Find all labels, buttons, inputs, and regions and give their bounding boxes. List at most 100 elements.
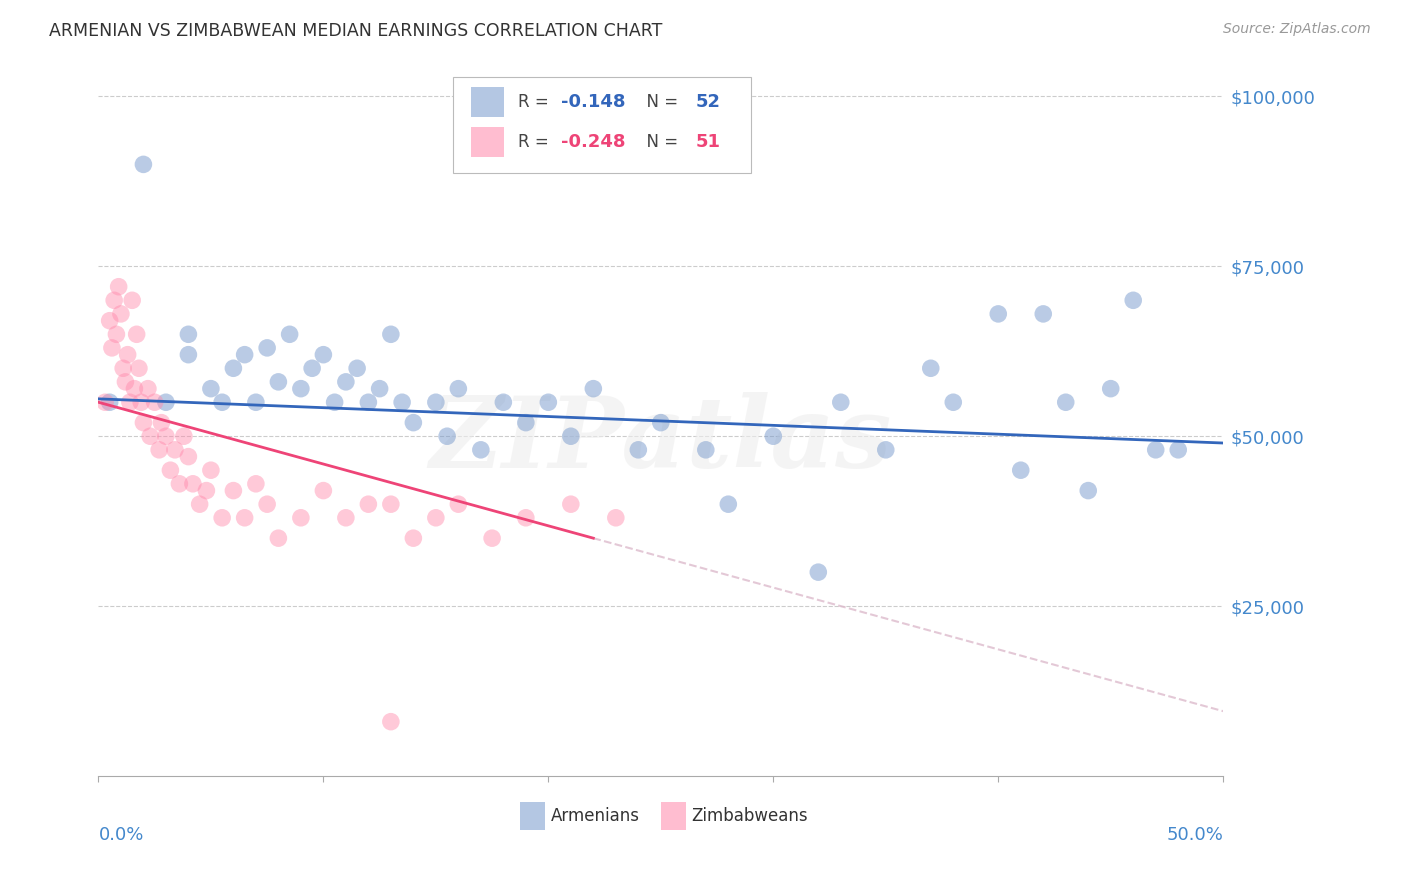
Point — [537, 395, 560, 409]
Point — [290, 510, 312, 524]
Text: Source: ZipAtlas.com: Source: ZipAtlas.com — [1223, 22, 1371, 37]
Point — [1167, 442, 1189, 457]
Text: 52: 52 — [696, 94, 721, 112]
Point — [200, 382, 222, 396]
Point — [136, 382, 159, 396]
Point — [987, 307, 1010, 321]
Point — [139, 429, 162, 443]
Point — [357, 395, 380, 409]
Point — [402, 416, 425, 430]
Text: -0.148: -0.148 — [561, 94, 626, 112]
Text: ARMENIAN VS ZIMBABWEAN MEDIAN EARNINGS CORRELATION CHART: ARMENIAN VS ZIMBABWEAN MEDIAN EARNINGS C… — [49, 22, 662, 40]
Point — [560, 497, 582, 511]
Point — [94, 395, 117, 409]
FancyBboxPatch shape — [471, 87, 505, 118]
Text: R =: R = — [517, 134, 554, 152]
Point — [98, 314, 121, 328]
Point — [380, 497, 402, 511]
Point — [425, 395, 447, 409]
Point — [301, 361, 323, 376]
Point — [117, 348, 139, 362]
Point — [233, 348, 256, 362]
Point — [112, 361, 135, 376]
Point — [515, 510, 537, 524]
Point — [159, 463, 181, 477]
Point — [875, 442, 897, 457]
Point — [132, 157, 155, 171]
Point — [132, 416, 155, 430]
Point — [211, 395, 233, 409]
Point — [233, 510, 256, 524]
Point — [447, 382, 470, 396]
Text: R =: R = — [517, 94, 554, 112]
Point — [256, 341, 278, 355]
Point — [177, 450, 200, 464]
Point — [447, 497, 470, 511]
Point — [391, 395, 413, 409]
Text: ZIPatlas: ZIPatlas — [430, 392, 891, 489]
Point — [110, 307, 132, 321]
Point — [920, 361, 942, 376]
Point — [150, 416, 173, 430]
Text: 0.0%: 0.0% — [98, 826, 143, 844]
Text: Zimbabweans: Zimbabweans — [692, 807, 808, 825]
Point — [312, 348, 335, 362]
FancyBboxPatch shape — [661, 803, 686, 830]
Point — [267, 375, 290, 389]
Point — [114, 375, 136, 389]
Point — [335, 375, 357, 389]
Point — [481, 531, 503, 545]
Point — [380, 714, 402, 729]
Point — [169, 476, 191, 491]
Point — [762, 429, 785, 443]
Point — [695, 442, 717, 457]
Point — [148, 442, 170, 457]
Point — [129, 395, 152, 409]
FancyBboxPatch shape — [520, 803, 546, 830]
Point — [245, 395, 267, 409]
Point — [1122, 293, 1144, 308]
Point — [425, 510, 447, 524]
Point — [560, 429, 582, 443]
Point — [323, 395, 346, 409]
Point — [605, 510, 627, 524]
Point — [807, 565, 830, 579]
Point — [155, 429, 177, 443]
Point — [290, 382, 312, 396]
Point — [222, 483, 245, 498]
Point — [98, 395, 121, 409]
Point — [105, 327, 128, 342]
Point — [1032, 307, 1054, 321]
Point — [515, 416, 537, 430]
Text: 50.0%: 50.0% — [1167, 826, 1223, 844]
Point — [121, 293, 143, 308]
Point — [627, 442, 650, 457]
Point — [267, 531, 290, 545]
Point — [335, 510, 357, 524]
Point — [717, 497, 740, 511]
Point — [346, 361, 368, 376]
Point — [1054, 395, 1077, 409]
Text: -0.248: -0.248 — [561, 134, 626, 152]
Point — [107, 279, 129, 293]
Point — [368, 382, 391, 396]
Point — [942, 395, 965, 409]
Point — [128, 361, 150, 376]
Point — [163, 442, 186, 457]
Point — [188, 497, 211, 511]
Text: N =: N = — [636, 94, 683, 112]
FancyBboxPatch shape — [453, 77, 751, 173]
Point — [312, 483, 335, 498]
Point — [1010, 463, 1032, 477]
Point — [177, 348, 200, 362]
Point — [103, 293, 125, 308]
Point — [278, 327, 301, 342]
Point — [200, 463, 222, 477]
Text: Armenians: Armenians — [551, 807, 640, 825]
Point — [155, 395, 177, 409]
Point — [492, 395, 515, 409]
Point — [582, 382, 605, 396]
Point — [245, 476, 267, 491]
Point — [436, 429, 458, 443]
Point — [470, 442, 492, 457]
